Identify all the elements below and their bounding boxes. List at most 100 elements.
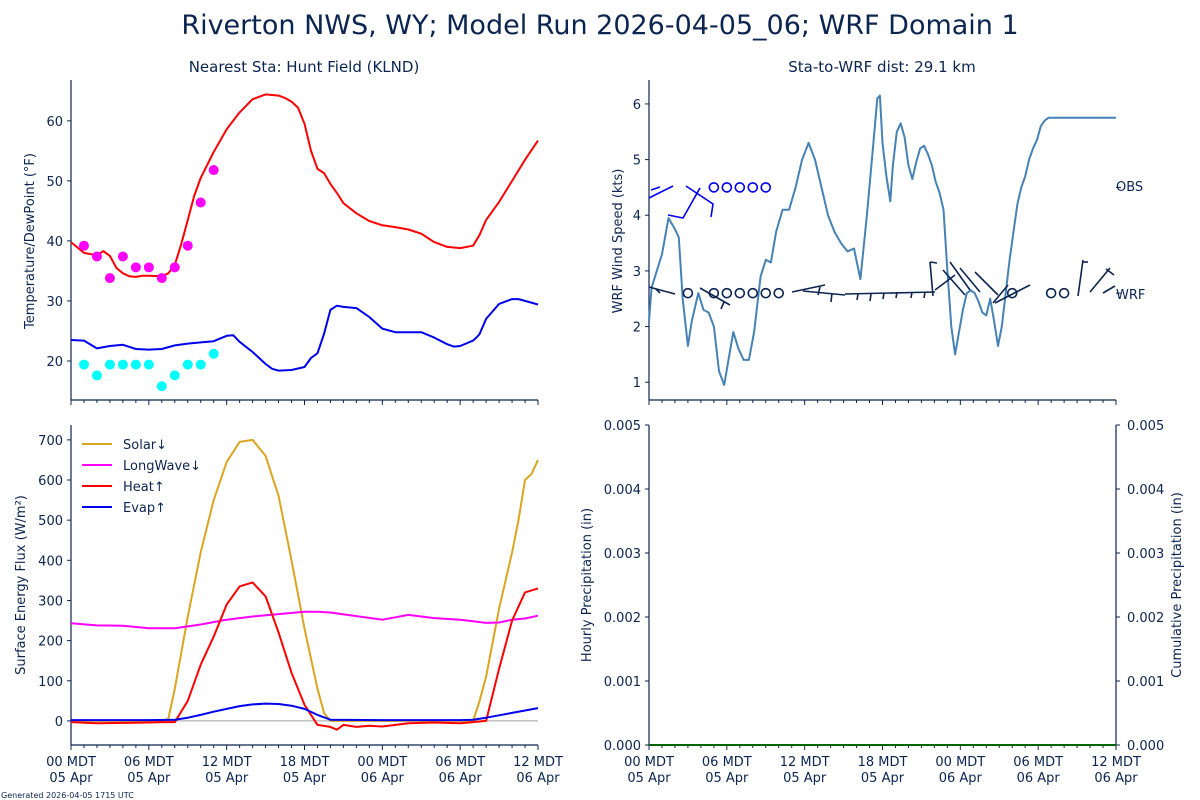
obs-dewpoint-point xyxy=(169,370,180,381)
wrf-wind-barb xyxy=(923,291,926,299)
y-tick-label: 0.004 xyxy=(604,483,641,498)
y-tick-label: 40 xyxy=(46,235,63,250)
x-tick-label: 06 MDT xyxy=(435,755,485,770)
obs-temperature-point xyxy=(195,197,206,208)
figure-title: Riverton NWS, WY; Model Run 2026-04-05_0… xyxy=(181,10,1019,41)
y-tick-label: 400 xyxy=(38,554,63,569)
obs-temperature-point xyxy=(78,240,89,251)
y-tick-label: 50 xyxy=(46,175,63,190)
x-tick-label: 12 MDT xyxy=(780,755,830,770)
calm-wind-circle xyxy=(708,182,720,193)
wrf-wind-barb xyxy=(882,292,885,300)
panel-title-temp: Nearest Sta: Hunt Field (KLND) xyxy=(189,58,420,76)
obs-temperature-point xyxy=(91,251,102,262)
y-right-tick-label: 0.003 xyxy=(1127,547,1164,562)
x-tick-label-date: 05 Apr xyxy=(127,771,171,786)
obs-wind-barb xyxy=(650,186,661,191)
evap-flux-line xyxy=(71,702,539,722)
obs-temperature-point xyxy=(182,240,193,251)
y-tick-label: 60 xyxy=(46,115,63,130)
x-tick-label: 18 MDT xyxy=(858,755,908,770)
x-tick-label: 06 MDT xyxy=(1013,755,1063,770)
x-tick-label: 00 MDT xyxy=(357,755,407,770)
obs-temperature-point xyxy=(143,262,154,273)
calm-wind-circle xyxy=(1006,287,1018,299)
calm-wind-circle xyxy=(682,287,694,299)
ylabel-temp: Temperature/DewPoint (°F) xyxy=(23,153,38,330)
x-tick-label: 12 MDT xyxy=(513,755,563,770)
obs-level-label: OBS xyxy=(1116,180,1143,195)
wrf-wind-speed-line xyxy=(648,94,1116,386)
x-tick-label-date: 05 Apr xyxy=(205,771,249,786)
ylabel-wind: WRF Wind Speed (kts) xyxy=(611,169,626,314)
wrf-wind-barb xyxy=(992,284,1009,304)
x-tick-label-date: 05 Apr xyxy=(783,771,827,786)
y-tick-label: 0.001 xyxy=(604,675,641,690)
y-tick-label: 300 xyxy=(38,594,63,609)
obs-wind-barb xyxy=(648,185,674,199)
wrf-wind-barb xyxy=(934,274,956,291)
obs-temperature-point xyxy=(156,273,167,284)
obs-temperature-point xyxy=(117,251,128,262)
x-tick-label: 06 MDT xyxy=(702,755,752,770)
solar-flux-line xyxy=(71,438,539,722)
wrf-wind-barb xyxy=(648,286,676,295)
wrf-wind-barb xyxy=(802,290,846,296)
wrf-wind-barb xyxy=(974,271,999,296)
panel-title-wind: Sta-to-WRF dist: 29.1 km xyxy=(788,58,975,76)
y-right-tick-label: 0.005 xyxy=(1127,419,1164,434)
wrf-level-label: WRF xyxy=(1116,288,1145,303)
calm-wind-circle xyxy=(734,182,746,193)
legend-label-solar: Solar↓ xyxy=(123,438,167,453)
wrf-wind-barb xyxy=(929,261,938,264)
calm-wind-circle xyxy=(747,182,759,193)
wrf-wind-barb xyxy=(942,269,966,296)
x-tick-label-date: 06 Apr xyxy=(516,771,560,786)
heat-flux-line xyxy=(70,581,539,731)
x-tick-label: 12 MDT xyxy=(202,755,252,770)
longwave-flux-line xyxy=(70,610,539,630)
x-tick-label: 00 MDT xyxy=(46,755,96,770)
obs-temperature-point xyxy=(208,165,219,176)
obs-dewpoint-point xyxy=(195,359,206,370)
wrf-wind-barb xyxy=(844,291,936,295)
x-tick-label-date: 05 Apr xyxy=(49,771,93,786)
wrf-wind-barb xyxy=(959,267,981,293)
wind-panel: 1 2 3 4 5 6 xyxy=(633,80,1121,405)
wrf-wind-barb xyxy=(949,261,971,291)
x-tick-label-date: 06 Apr xyxy=(439,771,483,786)
calm-wind-circle xyxy=(721,287,733,299)
wrf-wind-barb xyxy=(856,293,859,301)
wrf-wind-barb xyxy=(655,288,661,294)
legend-label-heat: Heat↑ xyxy=(123,480,165,495)
y-tick-label: 600 xyxy=(38,474,63,489)
wrf-wind-barb xyxy=(699,287,731,306)
y-tick-label: 0.000 xyxy=(604,739,641,754)
y-tick-label: 700 xyxy=(38,434,63,449)
y-tick-label: 0.002 xyxy=(604,611,641,626)
obs-dewpoint-point xyxy=(208,348,219,359)
x-tick-label: 18 MDT xyxy=(280,755,330,770)
y-tick-label: 100 xyxy=(38,675,63,690)
y-tick-label: 30 xyxy=(46,295,63,310)
calm-wind-circle xyxy=(773,287,785,299)
obs-dewpoint-point xyxy=(104,359,115,370)
wrf-wind-barb xyxy=(791,284,826,293)
x-tick-label: 00 MDT xyxy=(624,755,674,770)
legend-label-evap: Evap↑ xyxy=(123,501,166,516)
wrf-wind-barb xyxy=(1089,267,1111,293)
obs-temperature-point xyxy=(130,262,141,273)
wrf-wind-barb xyxy=(720,301,725,310)
y-tick-label: 20 xyxy=(46,355,63,370)
obs-temperature-point xyxy=(104,273,115,284)
y-tick-label: 0.005 xyxy=(604,419,641,434)
obs-dewpoint-point xyxy=(117,359,128,370)
y-tick-label: 4 xyxy=(633,209,641,224)
x-tick-label-date: 06 Apr xyxy=(1017,771,1061,786)
obs-dewpoint-point xyxy=(156,381,167,392)
y-right-tick-label: 0.000 xyxy=(1127,739,1164,754)
y-tick-label: 3 xyxy=(633,265,641,280)
calm-wind-circle xyxy=(721,182,733,193)
